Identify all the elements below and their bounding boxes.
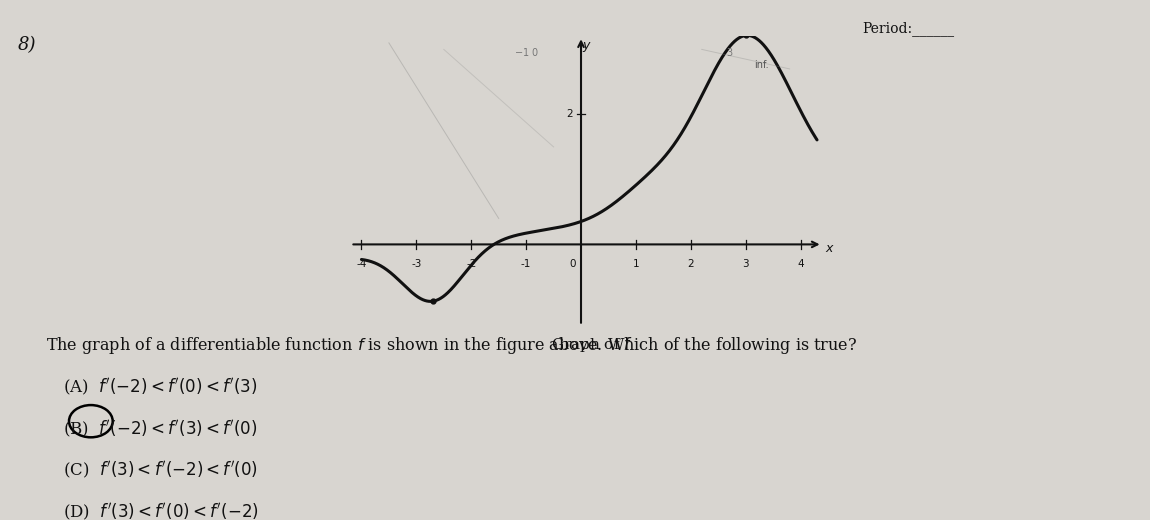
Text: 8): 8) — [17, 36, 36, 55]
Text: 3: 3 — [743, 258, 749, 269]
Text: $3$: $3$ — [726, 46, 733, 58]
Text: 1: 1 — [632, 258, 639, 269]
Text: -4: -4 — [356, 258, 367, 269]
Text: The graph of a differentiable function $f$ is shown in the figure above. Which o: The graph of a differentiable function $… — [46, 335, 857, 356]
Text: (D)  $f'(3) < f'(0) < f'(-2)$: (D) $f'(3) < f'(0) < f'(-2)$ — [63, 502, 259, 520]
Text: Period:______: Period:______ — [862, 21, 954, 36]
Text: (A)  $f'(-2) < f'(0) < f'(3)$: (A) $f'(-2) < f'(0) < f'(3)$ — [63, 377, 258, 398]
Text: (B)  $f'(-2) < f'(3) < f'(0)$: (B) $f'(-2) < f'(3) < f'(0)$ — [63, 419, 258, 440]
Text: 2: 2 — [688, 258, 695, 269]
Text: 4: 4 — [797, 258, 804, 269]
Text: Graph of $f$: Graph of $f$ — [551, 335, 634, 355]
Text: (C)  $f'(3) < f'(-2) < f'(0)$: (C) $f'(3) < f'(-2) < f'(0)$ — [63, 460, 259, 482]
Text: 0: 0 — [569, 258, 576, 269]
Text: -2: -2 — [466, 258, 476, 269]
Text: 2: 2 — [566, 109, 573, 120]
Text: $x$: $x$ — [826, 242, 835, 255]
Text: inf.: inf. — [754, 60, 768, 70]
Text: -3: -3 — [412, 258, 422, 269]
Text: $y$: $y$ — [582, 40, 591, 54]
Text: $-1\ 0$: $-1\ 0$ — [514, 46, 538, 58]
Text: -1: -1 — [521, 258, 531, 269]
